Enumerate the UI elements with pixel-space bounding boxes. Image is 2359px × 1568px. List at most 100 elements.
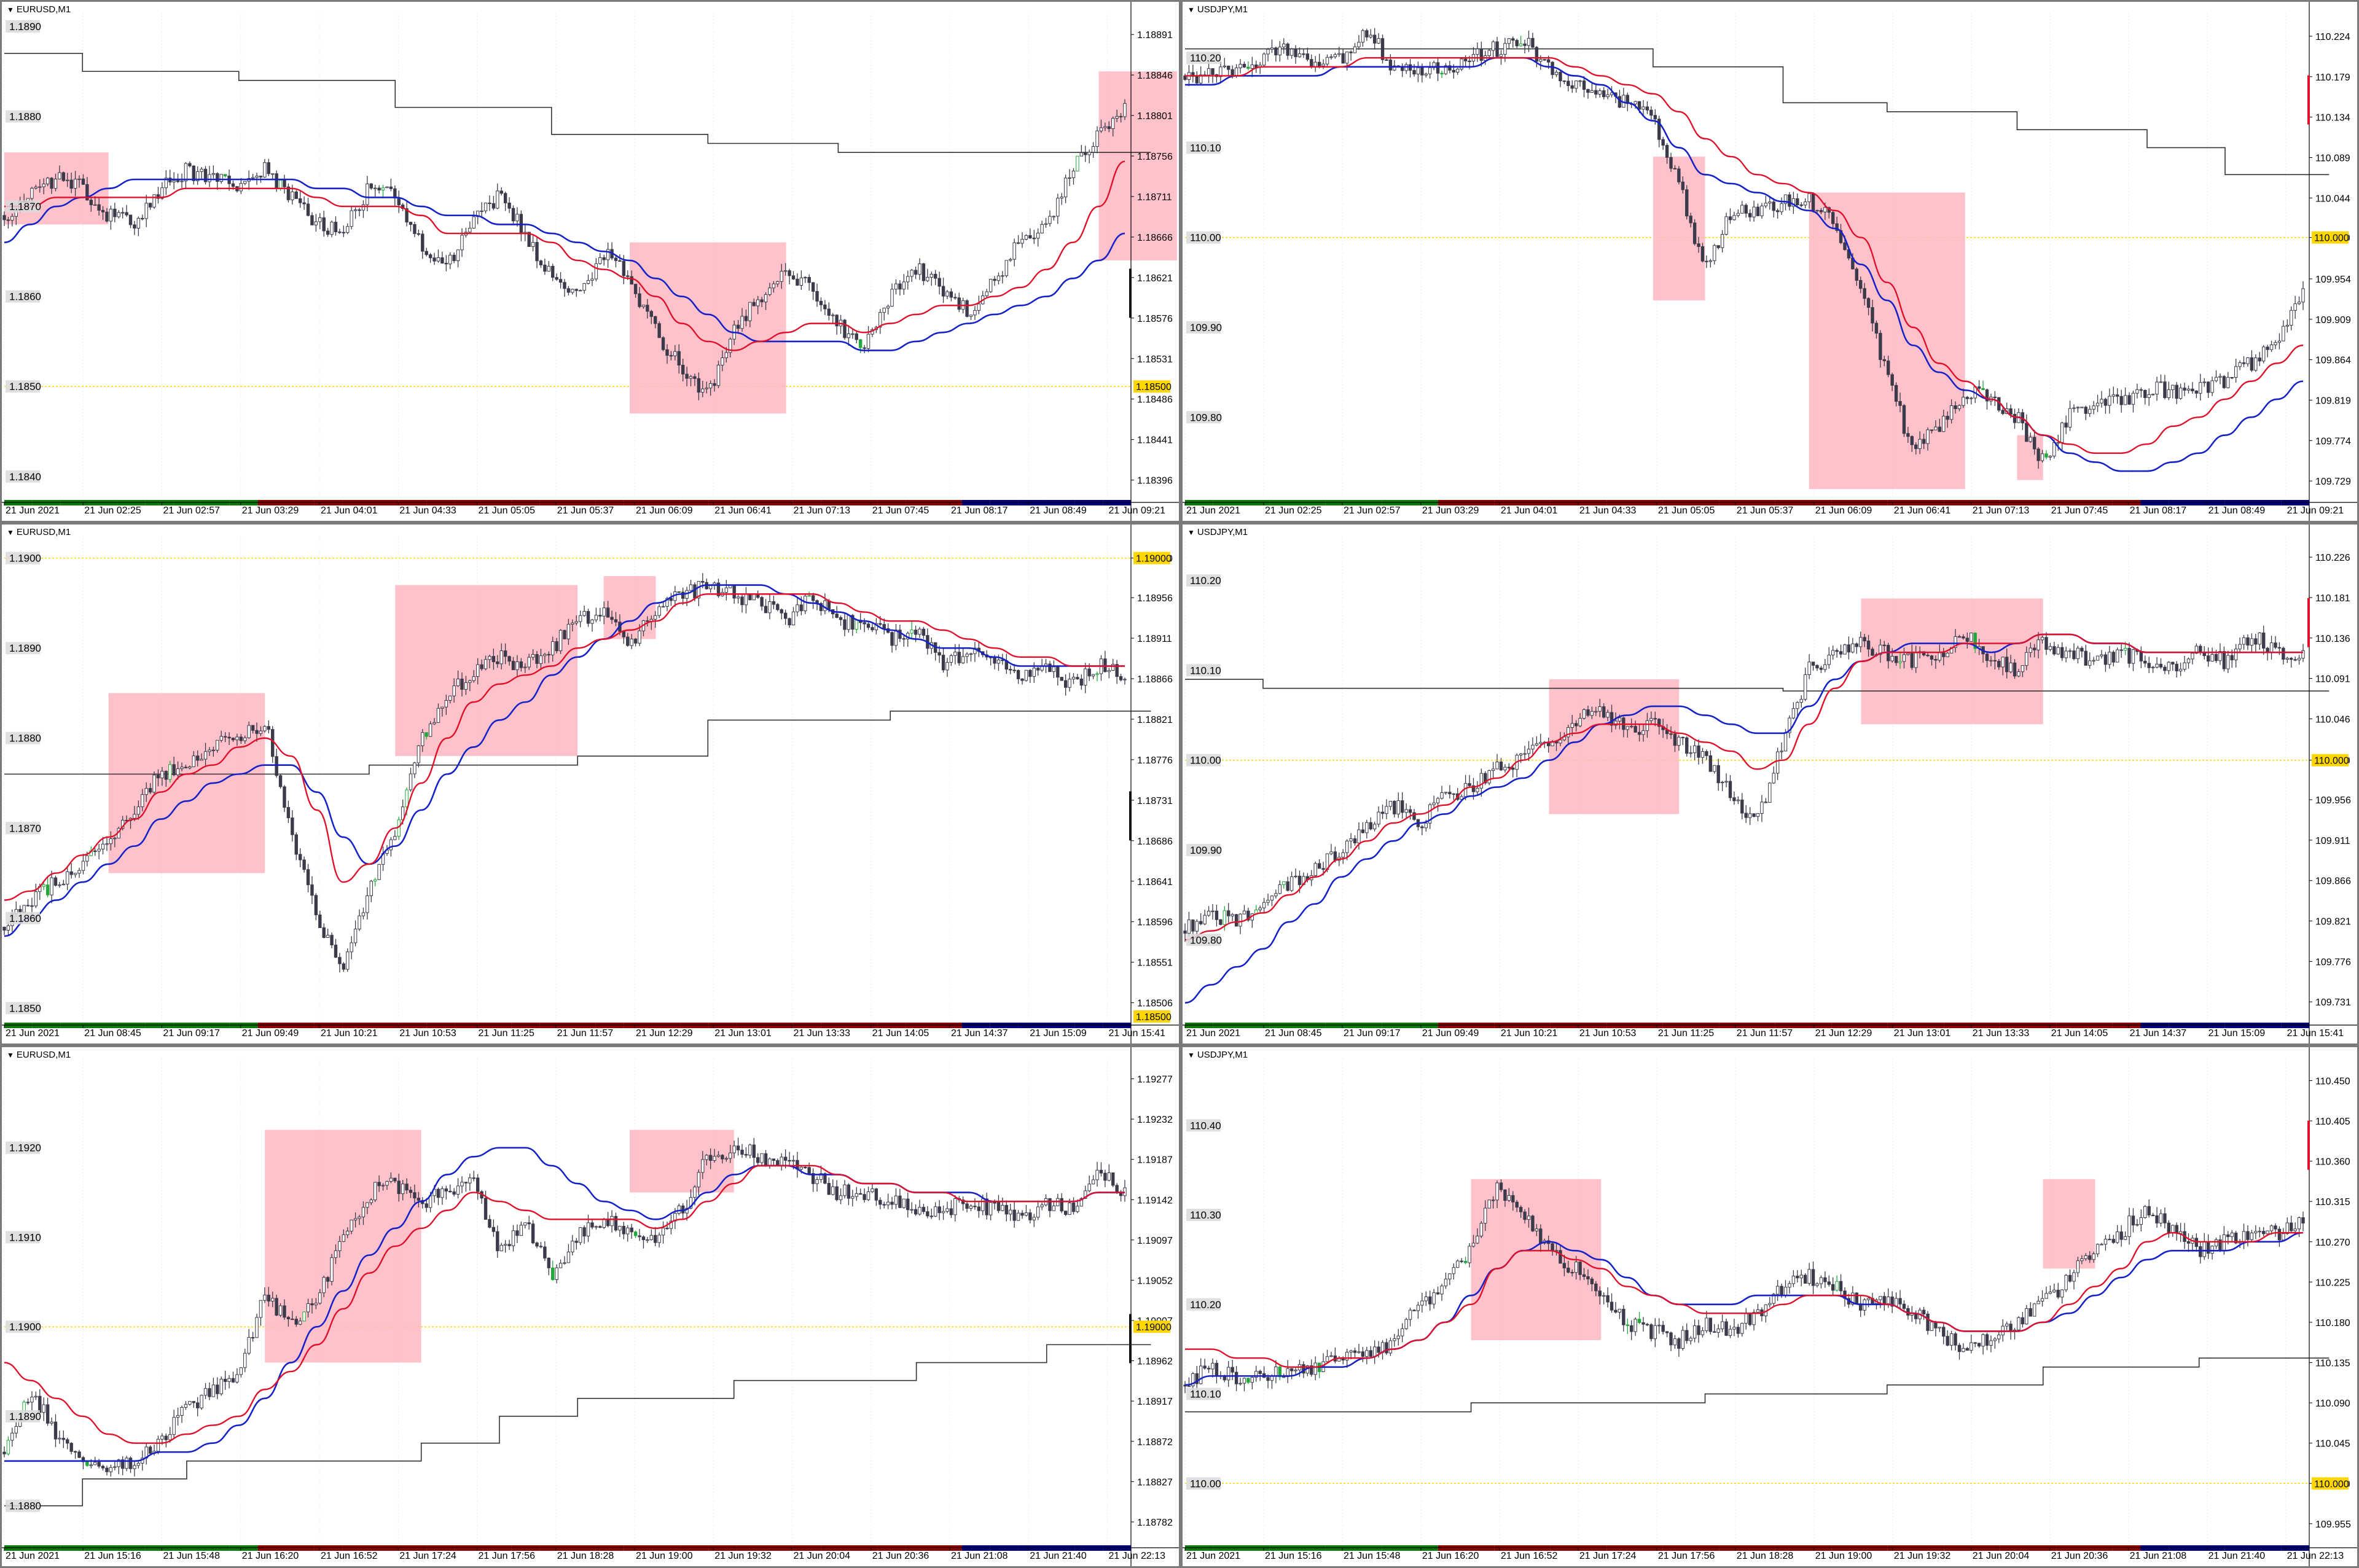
candle-body bbox=[1068, 177, 1071, 179]
candle-body bbox=[1614, 720, 1618, 726]
candle-body bbox=[73, 873, 77, 875]
dropdown-triangle-icon[interactable]: ▼ bbox=[1187, 1051, 1195, 1059]
candle-body bbox=[1890, 1297, 1894, 1307]
candle-body bbox=[2100, 654, 2103, 657]
candle-body bbox=[464, 682, 468, 690]
candle-body bbox=[34, 891, 38, 907]
candle-body bbox=[2032, 647, 2036, 650]
chart-pane-usdjpy-1[interactable]: ▼ USDJPY,M1 110.20 110.10 110.00 109.90 109.8… bbox=[1181, 0, 2359, 523]
candle-body bbox=[2258, 357, 2261, 362]
candle-body bbox=[1063, 1211, 1068, 1215]
candle-body bbox=[2178, 1231, 2183, 1234]
candle-body bbox=[571, 622, 574, 625]
candle-body bbox=[1274, 1367, 1278, 1377]
candle-body bbox=[58, 172, 61, 180]
chart-pane-eurusd-1[interactable]: ▼ EURUSD,M1 1.1890 1.1880 1.1870 1.1860 1.185… bbox=[0, 0, 1181, 523]
candle-body bbox=[2277, 1228, 2282, 1241]
candle-body bbox=[156, 1438, 160, 1452]
candle-body bbox=[1531, 744, 1535, 750]
candle-body bbox=[409, 773, 413, 790]
candle-body bbox=[610, 617, 614, 620]
candle-body bbox=[476, 1177, 480, 1192]
candle-body bbox=[582, 283, 586, 291]
dropdown-triangle-icon[interactable]: ▼ bbox=[7, 6, 14, 14]
candle-body bbox=[1246, 1378, 1250, 1383]
chart-pane-usdjpy-2[interactable]: ▼ USDJPY,M1 110.20 110.10 110.00 109.90 109.8… bbox=[1181, 523, 2359, 1045]
candle-body bbox=[10, 1432, 14, 1441]
candle-body bbox=[918, 628, 921, 635]
candle-body bbox=[1863, 637, 1866, 642]
candle-body bbox=[1369, 822, 1372, 830]
price-axis-label: 1.18396 bbox=[1137, 476, 1173, 486]
candle-body bbox=[176, 768, 180, 776]
candle-body bbox=[1732, 215, 1736, 220]
candle-body bbox=[476, 211, 480, 217]
dropdown-triangle-icon[interactable]: ▼ bbox=[1187, 528, 1195, 537]
chart-pane-eurusd-3[interactable]: ▼ EURUSD,M1 1.1920 1.1910 1.1900 1.1890 1.188… bbox=[0, 1045, 1181, 1568]
candles bbox=[1183, 1179, 2305, 1394]
candle-body bbox=[1242, 910, 1246, 915]
candle-body bbox=[2005, 657, 2009, 673]
candle-body bbox=[2048, 456, 2052, 458]
candle-body bbox=[953, 1198, 957, 1215]
candle-body bbox=[1024, 235, 1028, 240]
candle-body bbox=[2052, 646, 2056, 655]
candle-body bbox=[1476, 49, 1479, 55]
candle-body bbox=[1424, 1296, 1428, 1301]
candle-body bbox=[969, 1206, 973, 1209]
candle-body bbox=[1681, 181, 1685, 190]
candle-body bbox=[1673, 1338, 1677, 1346]
candle-body bbox=[701, 1159, 705, 1173]
time-axis-label: 21 Jun 21:40 bbox=[2208, 1551, 2266, 1561]
candle-body bbox=[1866, 1298, 1871, 1300]
candle-body bbox=[2, 215, 6, 220]
price-axis-label: 1.18506 bbox=[1137, 999, 1173, 1009]
candle-body bbox=[1349, 838, 1353, 841]
candle-body bbox=[2290, 658, 2293, 660]
candle-body bbox=[369, 881, 373, 897]
candle-body bbox=[1574, 1262, 1578, 1273]
dropdown-triangle-icon[interactable]: ▼ bbox=[7, 528, 14, 537]
candle-body bbox=[184, 163, 188, 182]
candle-body bbox=[882, 1204, 886, 1206]
time-axis-label: 21 Jun 19:32 bbox=[1894, 1551, 1951, 1561]
candle-body bbox=[1764, 802, 1768, 803]
candle-body bbox=[428, 254, 432, 259]
time-axis-label: 21 Jun 11:25 bbox=[1658, 1028, 1714, 1039]
level-tag-bg bbox=[1186, 843, 1221, 856]
candle-body bbox=[1582, 1274, 1586, 1277]
chart-pane-eurusd-2[interactable]: ▼ EURUSD,M1 1.1900 1.1890 1.1880 1.1870 1.186… bbox=[0, 523, 1181, 1045]
level-tag-label: 1.1910 bbox=[9, 1231, 41, 1243]
dropdown-triangle-icon[interactable]: ▼ bbox=[7, 1051, 14, 1059]
candle-body bbox=[353, 209, 358, 211]
price-axis-label: 1.18917 bbox=[1137, 1397, 1173, 1407]
candle-body bbox=[2206, 1241, 2210, 1254]
time-axis-label: 21 Jun 21:08 bbox=[951, 1551, 1008, 1561]
candle-body bbox=[638, 630, 641, 644]
time-axis-label: 21 Jun 2021 bbox=[6, 505, 60, 516]
candle-body bbox=[1977, 386, 1981, 389]
symbol-label: USDJPY,M1 bbox=[1197, 527, 1248, 537]
price-axis-label: 1.18686 bbox=[1137, 837, 1173, 847]
chart-pane-usdjpy-3[interactable]: ▼ USDJPY,M1 110.40 110.30 110.20 110.10 110.0… bbox=[1181, 1045, 2359, 1568]
candle-body bbox=[985, 1198, 988, 1215]
candle-body bbox=[890, 632, 894, 646]
candle-body bbox=[2084, 1255, 2087, 1260]
time-axis-label: 21 Jun 11:57 bbox=[1737, 1028, 1793, 1039]
candles bbox=[2, 1137, 1127, 1477]
candle-body bbox=[97, 204, 101, 211]
candle-body bbox=[863, 622, 866, 625]
candle-body bbox=[1321, 868, 1325, 870]
candle-body bbox=[1063, 177, 1068, 198]
pane-title: ▼ USDJPY,M1 bbox=[1187, 527, 1248, 537]
candle-body bbox=[125, 1457, 128, 1469]
candle-body bbox=[1887, 1297, 1890, 1305]
candle-body bbox=[50, 177, 53, 189]
candle-body bbox=[1965, 638, 1970, 642]
candle-body bbox=[882, 308, 886, 313]
candle-body bbox=[839, 1195, 843, 1200]
candle-body bbox=[772, 1158, 776, 1161]
candle-body bbox=[1278, 1367, 1282, 1378]
dropdown-triangle-icon[interactable]: ▼ bbox=[1187, 6, 1195, 14]
candle-body bbox=[1752, 1312, 1756, 1325]
